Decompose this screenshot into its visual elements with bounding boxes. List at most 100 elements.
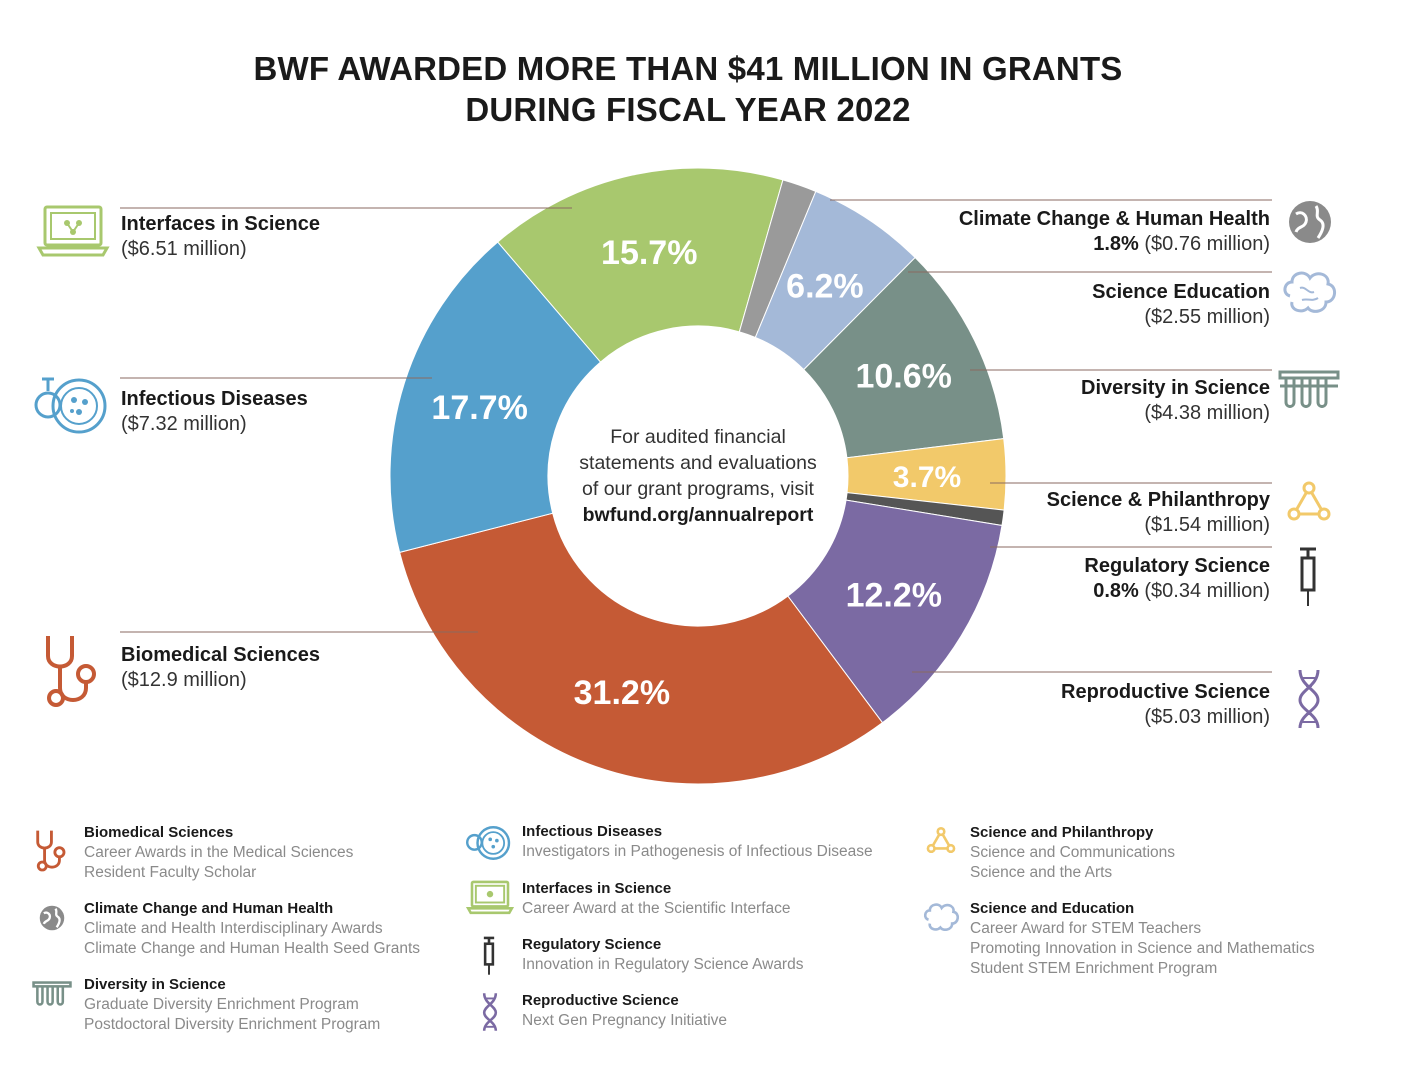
legend-diversity-item-2: Postdoctoral Diversity Enrichment Progra… bbox=[84, 1016, 381, 1033]
callout-reproductive-name: Reproductive Science bbox=[1061, 681, 1270, 703]
legend-diversity-title: Diversity in Science bbox=[84, 976, 226, 993]
legend-philanthropy-item-2: Science and the Arts bbox=[970, 864, 1113, 881]
legend-education: Science and Education Career Award for S… bbox=[970, 899, 1315, 979]
callout-reproductive: Reproductive Science ($5.03 million) bbox=[1061, 680, 1270, 730]
legend-diversity-item-1: Graduate Diversity Enrichment Program bbox=[84, 996, 359, 1013]
donut-slice-biomedical-sciences bbox=[399, 512, 884, 785]
chart-title-line-1: BWF AWARDED MORE THAN $41 MILLION IN GRA… bbox=[253, 50, 1123, 87]
slice-label-infectious-diseases: 17.7% bbox=[431, 389, 527, 427]
legend-reproductive: Reproductive Science Next Gen Pregnancy … bbox=[522, 991, 727, 1031]
legend-regulatory-title: Regulatory Science bbox=[522, 936, 662, 953]
legend-brain-icon bbox=[923, 903, 960, 932]
legend-regulatory: Regulatory Science Innovation in Regulat… bbox=[522, 935, 803, 975]
legend-globe-icon bbox=[39, 905, 65, 931]
legend-philanthropy-item-1: Science and Communications bbox=[970, 844, 1176, 861]
legend-reproductive-item-1: Next Gen Pregnancy Initiative bbox=[522, 1012, 728, 1029]
callout-interfaces-amount: ($6.51 million) bbox=[121, 238, 247, 260]
legend-climate-title: Climate Change and Human Health bbox=[84, 900, 334, 917]
donut-slice-diversity-in-science bbox=[803, 256, 1005, 459]
chart-title-line-2: DURING FISCAL YEAR 2022 bbox=[465, 91, 911, 128]
donut-slice-infectious-diseases bbox=[389, 241, 602, 553]
slice-label-interfaces-in-science: 15.7% bbox=[601, 234, 697, 272]
callout-regulatory-pct: 0.8% bbox=[1093, 580, 1139, 602]
callout-infectious-amount: ($7.32 million) bbox=[121, 413, 247, 435]
legend-infectious-item-1: Investigators in Pathogenesis of Infecti… bbox=[522, 843, 873, 860]
center-note-line-3: of our grant programs, visit bbox=[582, 478, 814, 500]
donut-slice-labels: 15.7% 6.2% 10.6% 3.7% 12.2% 31.2% 17.7% bbox=[431, 234, 961, 712]
callout-climate: Climate Change & Human Health 1.8% ($0.7… bbox=[959, 207, 1270, 257]
callout-regulatory-amount: 0.8% ($0.34 million) bbox=[1084, 579, 1270, 604]
legend-diversity: Diversity in Science Graduate Diversity … bbox=[84, 975, 380, 1035]
legend-biomedical-item-2: Resident Faculty Scholar bbox=[84, 864, 257, 881]
legend-regulatory-item-1: Innovation in Regulatory Science Awards bbox=[522, 956, 804, 973]
donut-slices bbox=[389, 167, 1007, 785]
legend-syringe-icon bbox=[483, 936, 495, 975]
callout-biomedical-name: Biomedical Sciences bbox=[121, 644, 320, 666]
slice-label-science-education: 6.2% bbox=[786, 267, 864, 305]
legend-education-item-2: Promoting Innovation in Science and Math… bbox=[970, 940, 1315, 957]
legend-philanthropy-title: Science and Philanthropy bbox=[970, 824, 1154, 841]
legend-climate: Climate Change and Human Health Climate … bbox=[84, 899, 420, 959]
callout-climate-amount-value: ($0.76 million) bbox=[1144, 233, 1270, 255]
callout-climate-amount: 1.8% ($0.76 million) bbox=[959, 232, 1270, 257]
legend-network-icon bbox=[926, 826, 956, 854]
legend-education-item-3: Student STEM Enrichment Program bbox=[970, 960, 1218, 977]
callout-philanthropy: Science & Philanthropy ($1.54 million) bbox=[1047, 488, 1270, 538]
callout-infectious: Infectious Diseases ($7.32 million) bbox=[121, 387, 308, 437]
center-note-line-1: For audited financial bbox=[610, 426, 786, 448]
legend-petri-dish-icon bbox=[466, 826, 511, 860]
callout-regulatory-amount-value: ($0.34 million) bbox=[1144, 580, 1270, 602]
syringe-icon bbox=[1300, 547, 1316, 606]
legend-education-item-1: Career Award for STEM Teachers bbox=[970, 920, 1202, 937]
donut-slice-interfaces-in-science bbox=[496, 167, 784, 363]
callout-education: Science Education ($2.55 million) bbox=[1092, 280, 1270, 330]
callout-reproductive-amount: ($5.03 million) bbox=[1144, 706, 1270, 728]
globe-icon bbox=[1289, 201, 1331, 243]
legend-philanthropy: Science and Philanthropy Science and Com… bbox=[970, 823, 1175, 883]
center-note-line-2: statements and evaluations bbox=[579, 452, 817, 474]
callout-biomedical: Biomedical Sciences ($12.9 million) bbox=[121, 643, 320, 693]
annual-report-link[interactable]: bwfund.org/annualreport bbox=[582, 504, 814, 526]
callout-diversity-amount: ($4.38 million) bbox=[1144, 402, 1270, 424]
slice-label-science-philanthropy: 3.7% bbox=[893, 461, 961, 494]
test-tubes-icon bbox=[1278, 370, 1340, 408]
callout-climate-pct: 1.8% bbox=[1093, 233, 1139, 255]
legend-climate-item-1: Climate and Health Interdisciplinary Awa… bbox=[84, 920, 383, 937]
legend-infectious-title: Infectious Diseases bbox=[522, 823, 663, 840]
callout-diversity: Diversity in Science ($4.38 million) bbox=[1081, 376, 1270, 426]
callout-diversity-name: Diversity in Science bbox=[1081, 377, 1270, 399]
legend-climate-item-2: Climate Change and Human Health Seed Gra… bbox=[84, 940, 421, 957]
slice-label-diversity-in-science: 10.6% bbox=[855, 357, 951, 395]
callout-philanthropy-name: Science & Philanthropy bbox=[1046, 489, 1270, 511]
callout-interfaces-name: Interfaces in Science bbox=[121, 213, 320, 235]
legend-dna-icon bbox=[482, 993, 498, 1031]
laptop-icon bbox=[36, 205, 110, 257]
legend-biomedical-item-1: Career Awards in the Medical Sciences bbox=[84, 844, 354, 861]
callout-interfaces: Interfaces in Science ($6.51 million) bbox=[121, 212, 320, 262]
petri-dish-icon bbox=[34, 377, 107, 434]
callout-education-name: Science Education bbox=[1092, 281, 1270, 303]
slice-label-biomedical-sciences: 31.2% bbox=[574, 674, 670, 712]
legend-laptop-icon bbox=[466, 880, 514, 915]
callout-climate-name: Climate Change & Human Health bbox=[958, 208, 1270, 230]
callout-biomedical-amount: ($12.9 million) bbox=[121, 669, 247, 691]
legend-biomedical: Biomedical Sciences Career Awards in the… bbox=[84, 823, 353, 883]
leader-lines bbox=[120, 199, 1272, 673]
legend-interfaces: Interfaces in Science Career Award at th… bbox=[522, 879, 791, 919]
chart-title: BWF AWARDED MORE THAN $41 MILLION IN GRA… bbox=[0, 48, 1376, 130]
legend-reproductive-title: Reproductive Science bbox=[522, 992, 679, 1009]
legend-interfaces-item-1: Career Award at the Scientific Interface bbox=[522, 900, 791, 917]
legend-biomedical-title: Biomedical Sciences bbox=[84, 824, 234, 841]
brain-icon bbox=[1283, 271, 1336, 313]
stethoscope-icon bbox=[46, 636, 96, 707]
legend-test-tubes-icon bbox=[32, 981, 72, 1006]
legend-stethoscope-icon bbox=[36, 830, 66, 872]
network-icon bbox=[1287, 481, 1331, 521]
callout-regulatory: Regulatory Science 0.8% ($0.34 million) bbox=[1084, 554, 1270, 604]
legend-education-title: Science and Education bbox=[970, 900, 1135, 917]
dna-icon bbox=[1298, 669, 1320, 729]
legend-infectious: Infectious Diseases Investigators in Pat… bbox=[522, 822, 873, 862]
callout-infectious-name: Infectious Diseases bbox=[121, 388, 308, 410]
callout-education-amount: ($2.55 million) bbox=[1144, 306, 1270, 328]
